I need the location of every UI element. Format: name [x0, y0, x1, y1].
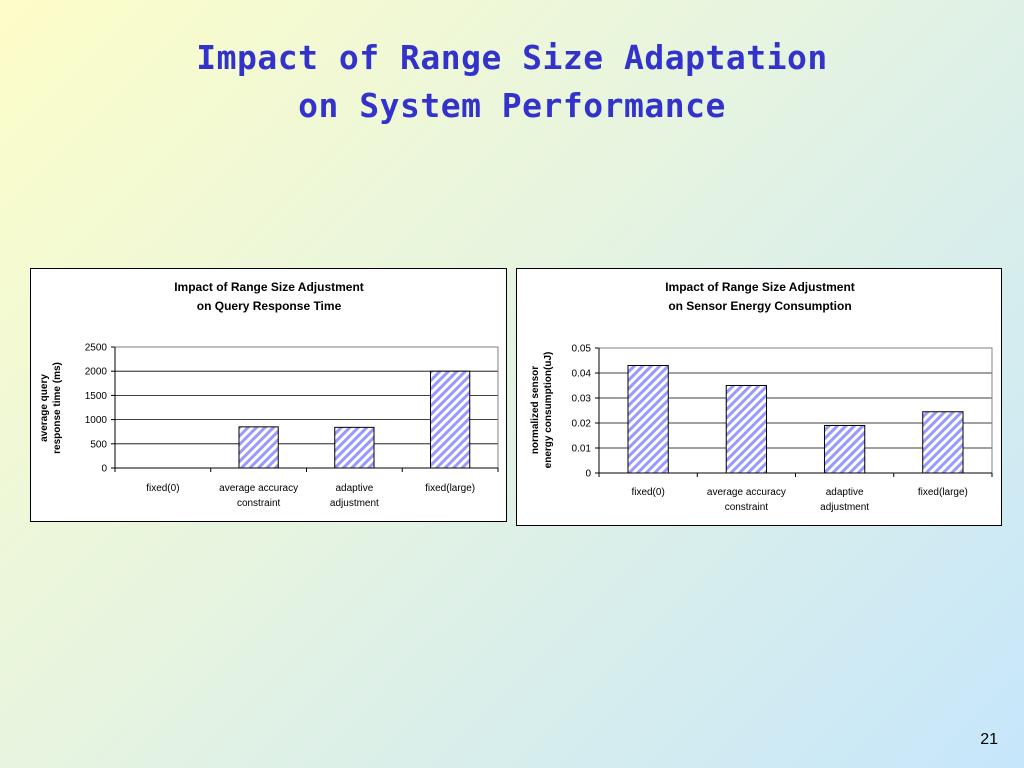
slide-title: Impact of Range Size Adaptation on Syste… [0, 34, 1024, 130]
slide-title-line-2: on System Performance [298, 86, 726, 125]
chart0-bar [429, 370, 471, 469]
chart1-title-line-2: on Sensor Energy Consumption [668, 299, 851, 313]
chart1-bar [922, 411, 964, 474]
chart0-category-label-line: fixed(large) [425, 483, 475, 494]
chart0-y-tick-label: 2500 [85, 343, 108, 354]
slide-title-line-1: Impact of Range Size Adaptation [196, 38, 828, 77]
chart1-y-axis-label-line-2: energy consumption(uJ) [543, 352, 554, 469]
chart0-title-line-1: Impact of Range Size Adjustment [174, 280, 364, 294]
chart1-y-axis-label: normalized sensor energy consumption(uJ) [530, 352, 554, 469]
chart0-y-tick-label: 500 [90, 439, 107, 450]
chart0-category-label-line: adaptive [335, 483, 373, 494]
chart1-category-label-line: adaptive [826, 487, 864, 498]
page-number: 21 [980, 731, 998, 748]
chart0-y-axis-label-line-2: response time (ms) [52, 362, 63, 454]
sensor-energy-chart-svg: Impact of Range Size Adjustment on Sensor… [530, 280, 993, 513]
chart1-category-label-line: fixed(large) [918, 487, 968, 498]
chart1-title-line-1: Impact of Range Size Adjustment [665, 280, 855, 294]
chart0-y-axis-label-line-1: average query [39, 374, 50, 442]
sensor-energy-chart: Impact of Range Size Adjustment on Sensor… [516, 268, 1002, 526]
chart1-bar [823, 425, 866, 474]
chart0-title: Impact of Range Size Adjustment on Query … [174, 280, 364, 313]
chart1-category-label: average accuracy constraint [707, 487, 786, 513]
chart0-y-tick-label: 1500 [85, 391, 108, 402]
chart1-title: Impact of Range Size Adjustment on Sensor… [665, 280, 855, 313]
chart1-bar [725, 385, 768, 474]
chart0-category-label-line: fixed(0) [146, 483, 179, 494]
chart1-y-tick-label: 0.03 [572, 394, 592, 405]
chart0-category-label-line: constraint [237, 498, 281, 509]
chart0-category-label: adaptive adjustment [330, 483, 379, 509]
chart0-category-label-line: average accuracy [219, 483, 298, 494]
chart1-category-label: adaptive adjustment [820, 487, 869, 513]
chart0-bar [334, 426, 375, 469]
chart1-bar [627, 365, 669, 474]
chart0-y-tick-label: 0 [101, 464, 107, 475]
chart0-y-axis-label: average query response time (ms) [39, 362, 63, 454]
chart1-y-tick-label: 0.01 [572, 444, 592, 455]
chart0-bar [238, 426, 279, 469]
chart1-category-label-line: average accuracy [707, 487, 786, 498]
chart1-category-label: fixed(large) [918, 487, 968, 498]
query-response-time-chart: Impact of Range Size Adjustment on Query … [30, 268, 507, 522]
chart1-category-label-line: adjustment [820, 502, 869, 513]
chart0-category-label-line: adjustment [330, 498, 379, 509]
chart0-category-label: fixed(large) [425, 483, 475, 494]
chart1-y-tick-label: 0.02 [572, 419, 592, 430]
chart0-title-line-2: on Query Response Time [197, 299, 342, 313]
chart0-y-tick-label: 1000 [85, 415, 108, 426]
chart1-y-tick-label: 0.04 [572, 369, 592, 380]
chart1-category-label-line: constraint [725, 502, 769, 513]
chart0-category-label: fixed(0) [146, 483, 179, 494]
chart1-category-label-line: fixed(0) [631, 487, 664, 498]
chart1-y-tick-label: 0 [585, 469, 591, 480]
chart0-y-tick-label: 2000 [85, 367, 108, 378]
chart1-y-axis-label-line-1: normalized sensor [530, 366, 541, 454]
query-response-time-chart-svg: Impact of Range Size Adjustment on Query … [39, 280, 499, 509]
chart0-category-label: average accuracy constraint [219, 483, 298, 509]
chart1-category-label: fixed(0) [631, 487, 664, 498]
chart1-y-tick-label: 0.05 [572, 344, 592, 355]
